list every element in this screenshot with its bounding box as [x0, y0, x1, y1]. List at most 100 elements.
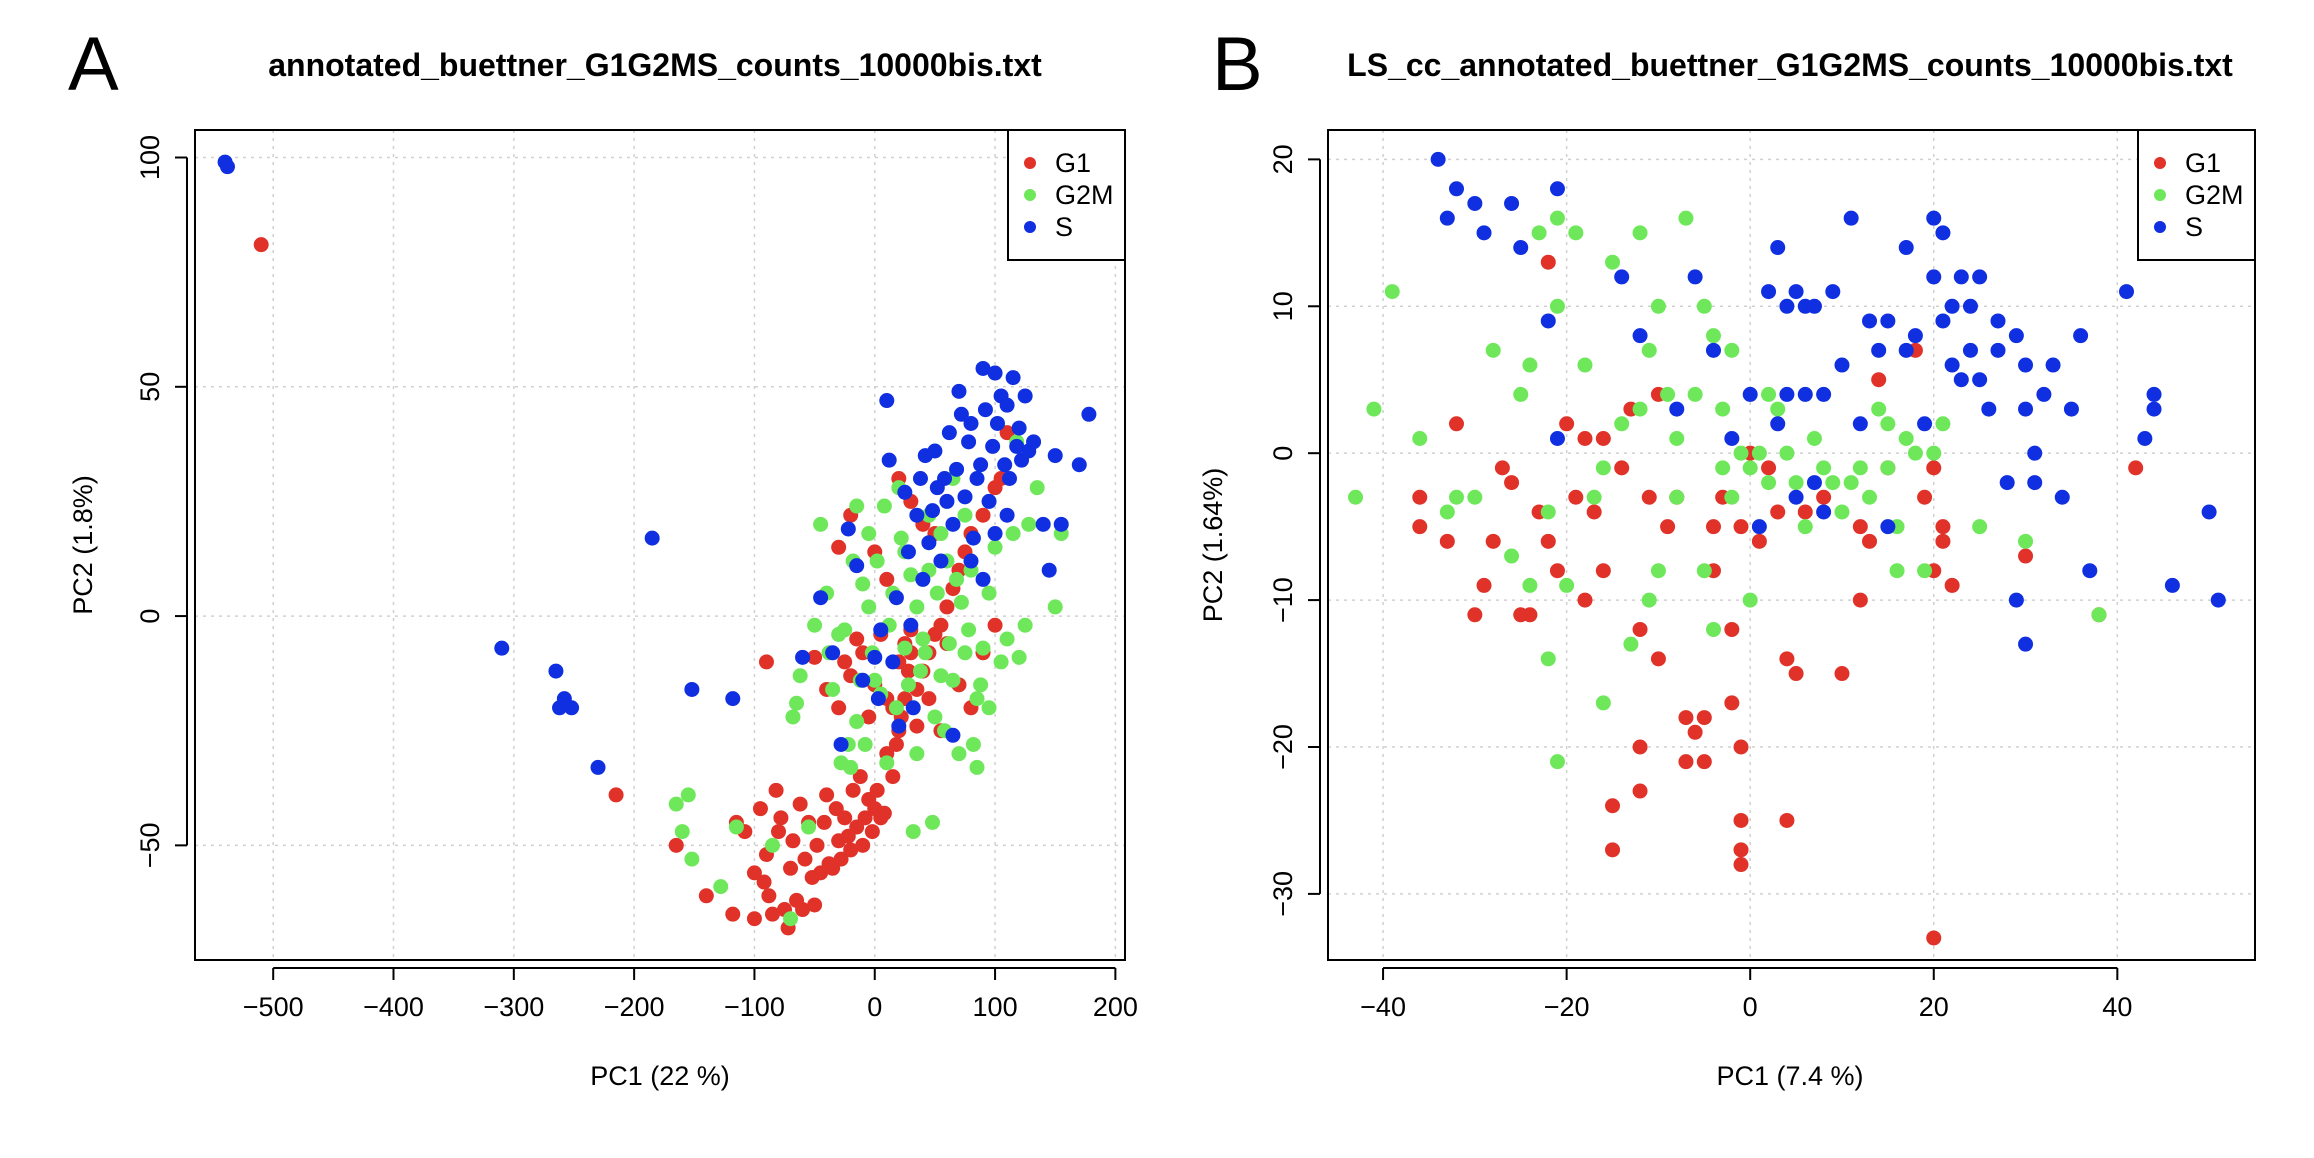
point-g1	[837, 654, 853, 670]
point-s	[1797, 386, 1813, 402]
point-g1	[1678, 710, 1694, 726]
point-g1	[1935, 533, 1951, 549]
chart-title-b: LS_cc_annotated_buettner_G1G2MS_counts_1…	[1347, 47, 2233, 83]
point-g2m	[2018, 533, 2034, 549]
point-s	[963, 415, 979, 431]
legend-b: G1 G2M S	[2137, 129, 2256, 261]
point-g1	[1412, 519, 1428, 535]
point-g2m	[1926, 445, 1942, 461]
point-g2m	[897, 640, 913, 656]
point-g2m	[1669, 430, 1685, 446]
point-g2m	[1806, 430, 1822, 446]
point-g2m	[1705, 621, 1721, 637]
point-g1	[1926, 460, 1942, 476]
point-s	[937, 471, 953, 487]
point-s	[1898, 240, 1914, 256]
point-g2m	[1761, 475, 1777, 491]
point-g1	[807, 897, 823, 913]
point-g1	[2018, 548, 2034, 564]
point-s	[1806, 475, 1822, 491]
point-g2m	[929, 585, 945, 601]
point-s	[2082, 563, 2098, 579]
point-s	[1081, 406, 1097, 422]
point-g1	[1504, 475, 1520, 491]
point-g1	[921, 691, 937, 707]
point-g1	[1540, 533, 1556, 549]
point-s	[1669, 401, 1685, 417]
point-s	[879, 393, 895, 409]
point-g1	[837, 810, 853, 826]
point-g2m	[900, 677, 916, 693]
point-g2m	[1715, 460, 1731, 476]
point-s	[1907, 328, 1923, 344]
legend-marker-s-b	[2154, 221, 2166, 233]
point-s	[985, 438, 1001, 454]
point-g1	[725, 906, 741, 922]
point-s	[1990, 342, 2006, 358]
point-g2m	[981, 700, 997, 716]
point-s	[1632, 328, 1648, 344]
point-s	[1071, 457, 1087, 473]
point-s	[1953, 372, 1969, 388]
point-s	[1972, 372, 1988, 388]
point-s	[1053, 516, 1069, 532]
point-g1	[746, 911, 762, 927]
point-g2m	[917, 645, 933, 661]
point-g2m	[1559, 577, 1575, 593]
point-s	[1005, 370, 1021, 386]
point-s	[1742, 386, 1758, 402]
point-s	[840, 521, 856, 537]
point-g2m	[953, 594, 969, 610]
point-g2m	[843, 759, 859, 775]
point-g1	[1595, 430, 1611, 446]
point-g2m	[785, 709, 801, 725]
point-g1	[1761, 460, 1777, 476]
y-tick-label: −20	[1268, 724, 1298, 770]
point-g1	[1687, 724, 1703, 740]
point-g2m	[849, 714, 865, 730]
grid-b	[1328, 130, 2255, 960]
x-tick-label: 40	[2102, 992, 2132, 1022]
point-g2m	[876, 498, 892, 514]
point-s	[961, 434, 977, 450]
point-g1	[939, 599, 955, 615]
point-g2m	[933, 668, 949, 684]
point-g1	[795, 902, 811, 918]
point-g1	[785, 833, 801, 849]
point-g1	[1678, 754, 1694, 770]
point-s	[1705, 342, 1721, 358]
point-g2m	[1522, 577, 1538, 593]
point-g2m	[903, 567, 919, 583]
point-g1	[999, 425, 1015, 441]
point-s	[921, 535, 937, 551]
point-s	[1788, 489, 1804, 505]
point-g2m	[1696, 298, 1712, 314]
point-g1	[1733, 519, 1749, 535]
point-g2m	[1522, 357, 1538, 373]
point-g2m	[1907, 445, 1923, 461]
point-g1	[987, 617, 1003, 633]
x-tick-label: 200	[1093, 992, 1138, 1022]
legend-a: G1 G2M S	[1007, 129, 1126, 261]
point-s	[813, 590, 829, 606]
point-g1	[1733, 812, 1749, 828]
point-s	[2036, 386, 2052, 402]
point-s	[1047, 448, 1063, 464]
point-s	[1549, 430, 1565, 446]
point-g2m	[1577, 357, 1593, 373]
point-g1	[773, 810, 789, 826]
point-g2m	[957, 507, 973, 523]
legend-label-g1-a: G1	[1055, 148, 1091, 178]
point-g1	[1595, 563, 1611, 579]
point-g1	[764, 906, 780, 922]
chart-title-a: annotated_buettner_G1G2MS_counts_10000bi…	[268, 47, 1042, 83]
point-s	[873, 622, 889, 638]
point-s	[2164, 577, 2180, 593]
point-s	[2146, 401, 2162, 417]
point-s	[977, 402, 993, 418]
point-s	[933, 553, 949, 569]
point-g2m	[1540, 651, 1556, 667]
point-g2m	[981, 585, 997, 601]
point-g2m	[792, 668, 808, 684]
